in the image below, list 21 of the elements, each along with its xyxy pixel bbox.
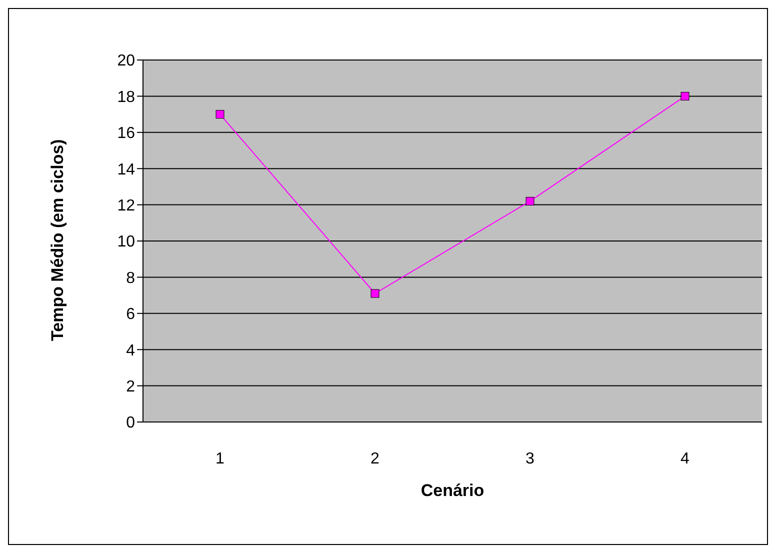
x-tick-label: 4 — [680, 450, 690, 468]
x-tick-label: 1 — [216, 450, 225, 468]
y-tick-label: 16 — [117, 125, 136, 142]
y-tick-label: 8 — [126, 270, 136, 287]
x-tick-label: 2 — [370, 450, 380, 468]
y-tick-label: 18 — [117, 88, 136, 106]
y-tick-label: 2 — [126, 378, 136, 396]
y-tick-label: 6 — [126, 306, 136, 324]
y-tick-label: 10 — [117, 234, 136, 251]
y-tick-label: 14 — [117, 161, 136, 178]
x-tick-label: 3 — [526, 450, 535, 468]
y-tick-label: 12 — [117, 197, 136, 214]
y-axis-title: Tempo Médio (em ciclos) — [48, 139, 68, 341]
y-tick-label: 20 — [117, 52, 136, 70]
y-tick-label: 0 — [126, 414, 136, 432]
point — [216, 110, 224, 119]
point — [370, 289, 380, 298]
x-axis-title: Cenário — [420, 481, 484, 500]
point — [526, 196, 534, 206]
y-tick-label: 4 — [126, 342, 136, 360]
point — [680, 92, 690, 100]
